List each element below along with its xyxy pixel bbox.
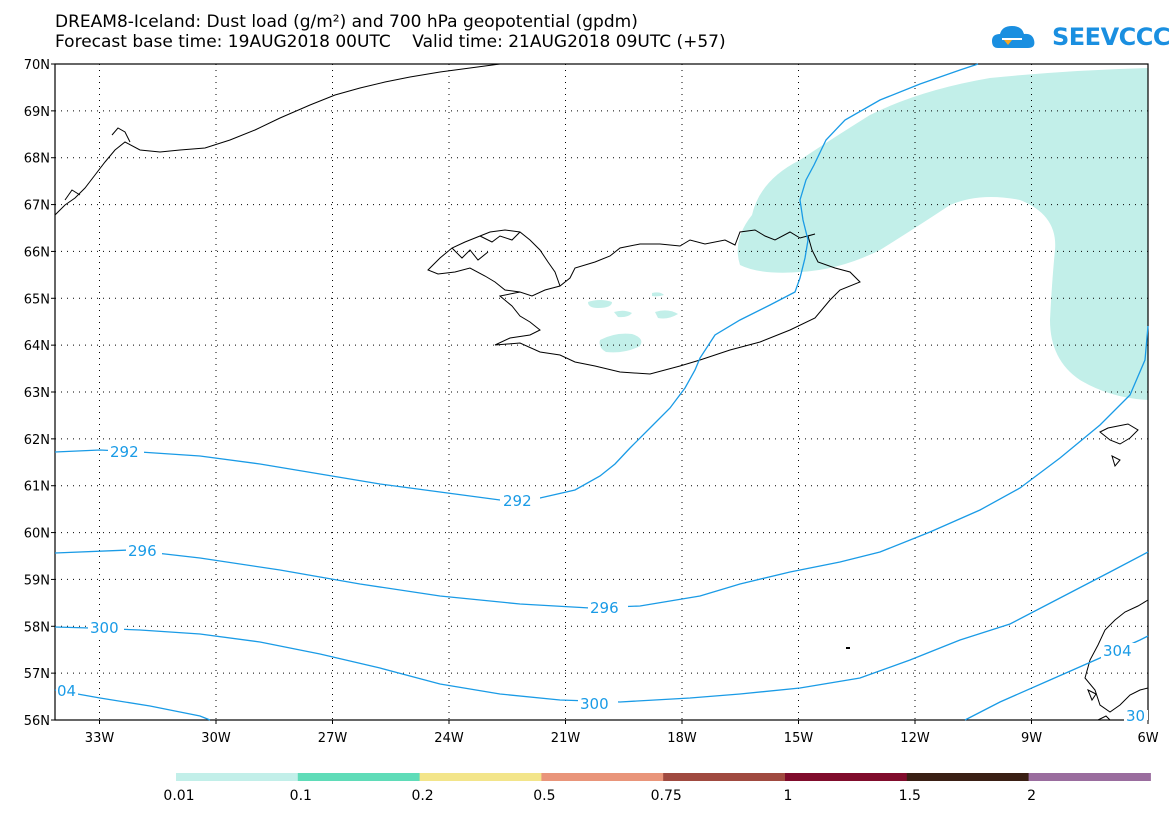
colorbar-swatch xyxy=(663,773,786,781)
faroe-islands xyxy=(1099,423,1139,468)
colorbar-label: 2 xyxy=(1027,788,1036,804)
colorbar: 0.01 0.1 0.2 0.5 0.75 1 1.5 2 xyxy=(163,773,1151,804)
longitude-label: 12W xyxy=(900,731,930,746)
longitude-label: 6W xyxy=(1137,731,1158,746)
latitude-label: 58N xyxy=(24,620,50,635)
latitude-label: 68N xyxy=(24,152,50,167)
colorbar-label: 0.1 xyxy=(290,788,312,804)
greenland-detail xyxy=(64,127,131,201)
contour-label: 300 xyxy=(580,695,609,713)
contour-300 xyxy=(54,551,1149,703)
scotland-coastline xyxy=(1084,599,1149,713)
contour-label: 292 xyxy=(503,492,532,510)
latitude-label: 64N xyxy=(24,339,50,354)
contour-label: 300 xyxy=(90,619,119,637)
dust-load-patch xyxy=(652,292,664,297)
colorbar-swatch xyxy=(906,773,1030,781)
colorbar-label: 0.75 xyxy=(651,788,682,804)
longitude-label: 15W xyxy=(784,731,814,746)
scotland-islands xyxy=(1087,688,1111,721)
latitude-label: 61N xyxy=(24,480,50,495)
latitude-label: 56N xyxy=(24,714,50,729)
latitude-label: 70N xyxy=(24,58,50,73)
dust-load-patch xyxy=(599,333,642,353)
westfjords-coastline xyxy=(427,229,561,293)
contour-label: 304 xyxy=(1103,642,1132,660)
contour-304 xyxy=(54,689,211,721)
longitude-label: 24W xyxy=(434,731,464,746)
contour-label: 04 xyxy=(57,682,76,700)
contour-label: 292 xyxy=(110,443,139,461)
westfjords-detail xyxy=(451,231,521,261)
dust-load-patch xyxy=(655,310,678,319)
longitude-label: 27W xyxy=(318,731,348,746)
contour-label: 296 xyxy=(590,599,619,617)
gridlines xyxy=(55,64,1148,720)
colorbar-label: 0.2 xyxy=(411,788,433,804)
geopotential-contours xyxy=(54,63,1149,721)
longitude-label: 30W xyxy=(201,731,231,746)
latitude-label: 59N xyxy=(24,573,50,588)
latitude-label: 57N xyxy=(24,667,50,682)
colorbar-swatch xyxy=(1028,773,1151,781)
dust-load-patch xyxy=(588,300,612,308)
longitude-label: 21W xyxy=(551,731,581,746)
colorbar-swatch xyxy=(785,773,908,781)
longitude-label: 33W xyxy=(85,731,115,746)
dust-load-patch xyxy=(614,310,632,318)
latitude-label: 65N xyxy=(24,292,50,307)
contour-label: 30 xyxy=(1126,707,1145,725)
latitude-labels: 70N 69N 68N 67N 66N 65N 64N 63N 62N 61N 60N 59N 58N 5… xyxy=(24,58,55,729)
latitude-label: 67N xyxy=(24,199,50,214)
longitude-label: 18W xyxy=(667,731,697,746)
colorbar-swatch xyxy=(297,773,421,781)
contour-304-east xyxy=(964,635,1149,721)
longitude-label: 9W xyxy=(1021,731,1042,746)
dust-load-area xyxy=(737,68,1148,400)
colorbar-swatch xyxy=(541,773,664,781)
forecast-time-line: Forecast base time: 19AUG2018 00UTC Vali… xyxy=(55,32,726,52)
chart-title: DREAM8-Iceland: Dust load (g/m²) and 700… xyxy=(55,12,638,32)
colorbar-label: 1 xyxy=(784,788,793,804)
latitude-label: 63N xyxy=(24,386,50,401)
latitude-label: 66N xyxy=(24,245,50,260)
greenland-coastline xyxy=(54,63,501,216)
coastlines xyxy=(54,63,1149,721)
latitude-label: 69N xyxy=(24,105,50,120)
colorbar-label: 0.01 xyxy=(163,788,194,804)
colorbar-label: 0.5 xyxy=(533,788,555,804)
contour-labels: 292 292 296 296 300 300 04 304 30 xyxy=(56,443,1148,725)
cloud-logo-icon xyxy=(992,26,1035,48)
longitude-labels: 33W 30W 27W 24W 21W 18W 15W 12W 9W 6W xyxy=(85,720,1159,746)
iceland-coastline xyxy=(494,229,861,375)
colorbar-label: 1.5 xyxy=(899,788,921,804)
contour-296 xyxy=(54,325,1149,609)
latitude-label: 60N xyxy=(24,527,50,542)
latitude-label: 62N xyxy=(24,433,50,448)
contour-label: 296 xyxy=(128,542,157,560)
colorbar-swatch xyxy=(419,773,542,781)
logo-text: SEEVCCC xyxy=(1052,23,1171,51)
colorbar-swatch xyxy=(176,773,299,781)
contour-292 xyxy=(54,63,979,501)
